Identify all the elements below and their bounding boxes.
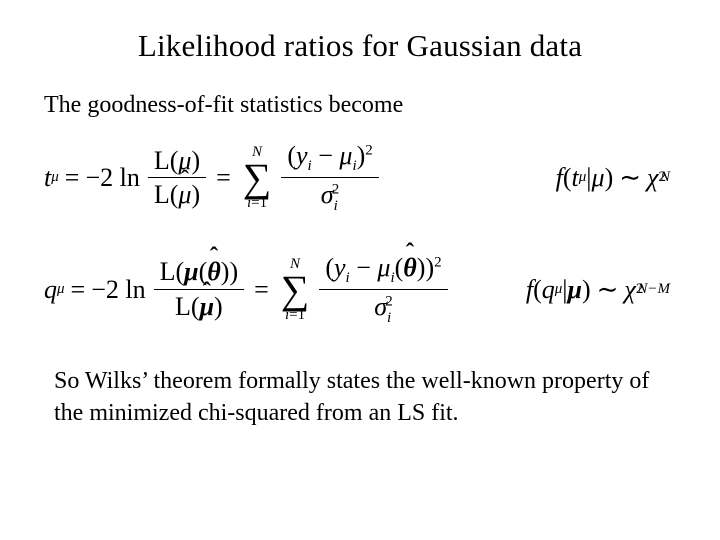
intro-text: The goodness-of-fit statistics become — [44, 92, 680, 119]
dist-t-sub: μ — [579, 169, 587, 186]
L-den-q: L — [175, 292, 191, 321]
dist-mu-q: μ — [567, 275, 581, 305]
t-sub: μ — [51, 169, 59, 186]
mu-hat-bold: μ — [200, 292, 214, 322]
equation-t-mu-left: tμ = −2 ln L(μ) L(μ) = N ∑ i=1 (yi − μi — [44, 141, 383, 215]
paren-open: ( — [287, 141, 296, 170]
mu-hat-den: μ — [178, 180, 191, 210]
dist-q-sub: μ — [555, 281, 563, 298]
sum-icon: N ∑ i=1 — [243, 145, 272, 211]
tilde-icon-q: ∼ — [597, 275, 619, 305]
pc2-q: ) — [582, 275, 591, 305]
dist-q: q — [542, 275, 555, 305]
equals2-q: = — [254, 275, 269, 305]
conclusion-text: So Wilks’ theorem formally states the we… — [54, 365, 680, 430]
chi2-frac: (yi − μi)2 σi2 — [281, 141, 378, 215]
equals: = — [65, 163, 80, 193]
dist-t: t — [572, 163, 579, 193]
dist-mu: μ — [592, 163, 605, 193]
sigma-sq: 2 — [332, 182, 340, 198]
sum-eq1-q: =1 — [289, 307, 305, 323]
equals-q: = — [71, 275, 86, 305]
po-q: ( — [325, 253, 334, 282]
minus: − — [312, 141, 340, 170]
pc-q: ) — [425, 253, 434, 282]
L-den: L — [154, 180, 170, 209]
sum-icon-q: N ∑ i=1 — [281, 257, 310, 323]
y: y — [296, 141, 308, 170]
sum-eq1: =1 — [251, 195, 267, 211]
lr-frac: L(μ) L(μ) — [148, 146, 206, 211]
pc: ) — [605, 163, 614, 193]
chi-sub-q: N−M — [637, 281, 670, 298]
slide-title: Likelihood ratios for Gaussian data — [40, 28, 680, 64]
chi-sub: N — [660, 169, 670, 186]
q-symbol: q — [44, 275, 57, 305]
y-q: y — [334, 253, 346, 282]
equals2: = — [216, 163, 231, 193]
equation-t-mu-dist: f(tμ|μ) ∼ χ2N — [556, 163, 680, 193]
mu-i: μ — [339, 141, 352, 170]
equation-q-mu-dist: f(qμ|μ) ∼ χ2N−M — [526, 275, 680, 305]
equation-t-mu: tμ = −2 ln L(μ) L(μ) = N ∑ i=1 (yi − μi — [44, 141, 680, 215]
po2-q: ( — [533, 275, 542, 305]
sq-q: 2 — [434, 254, 442, 270]
sq: 2 — [365, 142, 373, 158]
chi2-frac-q: (yi − μi(θ))2 σi2 — [319, 253, 447, 327]
equation-q-mu-left: qμ = −2 ln L(μ(θ)) L(μ) = N ∑ i=1 (yi − — [44, 253, 452, 327]
mu-q: μ — [377, 253, 390, 282]
sigma-i: i — [334, 198, 338, 214]
tilde-icon: ∼ — [619, 163, 641, 193]
chi-q: χ — [624, 275, 635, 305]
q-sub: μ — [57, 281, 65, 298]
theta-hat2: θ — [403, 253, 417, 283]
f: f — [556, 163, 563, 193]
chi: χ — [647, 163, 658, 193]
f-q: f — [526, 275, 533, 305]
L-num-q: L — [160, 257, 176, 286]
sigma-sq-q: 2 — [385, 294, 393, 310]
equation-q-mu: qμ = −2 ln L(μ(θ)) L(μ) = N ∑ i=1 (yi − — [44, 253, 680, 327]
mu-bold: μ — [184, 257, 198, 286]
sigma-i-q: i — [387, 310, 391, 326]
L-num: L — [154, 146, 170, 175]
paren-close: ) — [357, 141, 366, 170]
slide: Likelihood ratios for Gaussian data The … — [0, 0, 720, 540]
lr-frac-q: L(μ(θ)) L(μ) — [154, 257, 245, 322]
coef-q: −2 ln — [91, 275, 145, 305]
minus-q: − — [350, 253, 378, 282]
coef: −2 ln — [85, 163, 139, 193]
po: ( — [563, 163, 572, 193]
